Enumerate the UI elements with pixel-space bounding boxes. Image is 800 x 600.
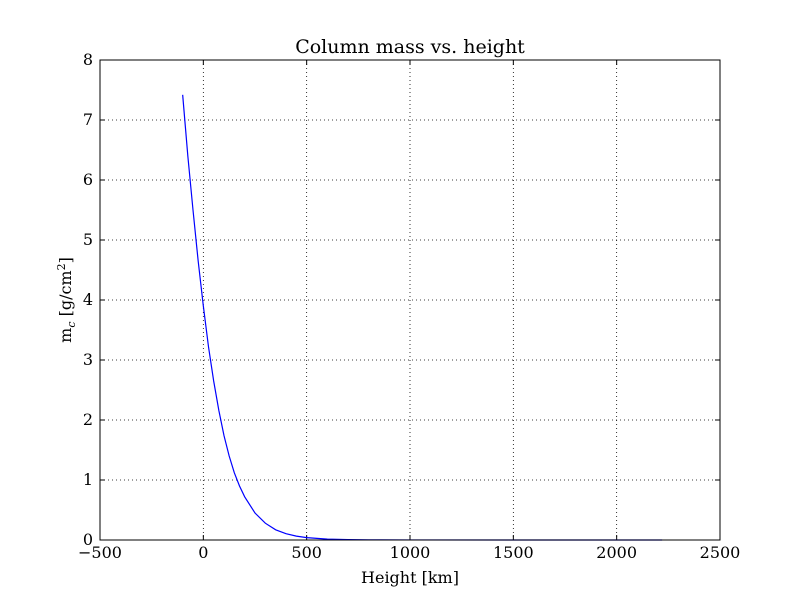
y-tick-label: 8 — [83, 50, 93, 69]
x-tick-label: 1000 — [390, 543, 431, 562]
y-axis-label: mc [g/cm2] — [55, 257, 78, 343]
y-tick-label: 5 — [83, 230, 93, 249]
y-tick-label: 4 — [83, 290, 93, 309]
y-tick-label: 0 — [83, 530, 93, 549]
y-tick-labels: 0 1 2 3 4 5 6 7 8 — [83, 50, 93, 549]
x-tick-label: 1500 — [493, 543, 534, 562]
y-axis-label-superscript: 2 — [55, 263, 68, 270]
x-tick-label: 500 — [291, 543, 322, 562]
y-axis-label-subscript: c — [65, 322, 78, 328]
y-axis-label-unit-open: [g/cm — [56, 270, 75, 321]
plot-frame — [99, 59, 721, 541]
x-tick-label: −500 — [78, 543, 122, 562]
x-tick-label: 2500 — [700, 543, 741, 562]
y-tick-label: 2 — [83, 410, 93, 429]
chart-title: Column mass vs. height — [295, 36, 525, 58]
x-tick-label: 0 — [198, 543, 208, 562]
x-tick-label: 2000 — [596, 543, 637, 562]
y-tick-label: 7 — [83, 110, 93, 129]
y-tick-label: 3 — [83, 350, 93, 369]
grid-lines — [100, 60, 720, 540]
y-tick-label: 1 — [83, 470, 93, 489]
y-tick-label: 6 — [83, 170, 93, 189]
x-axis-label: Height [km] — [361, 568, 459, 587]
x-tick-labels: −500 0 500 1000 1500 2000 2500 — [78, 543, 740, 562]
y-axis-label-main: m — [56, 328, 75, 343]
y-axis-label-unit-close: ] — [56, 257, 75, 263]
